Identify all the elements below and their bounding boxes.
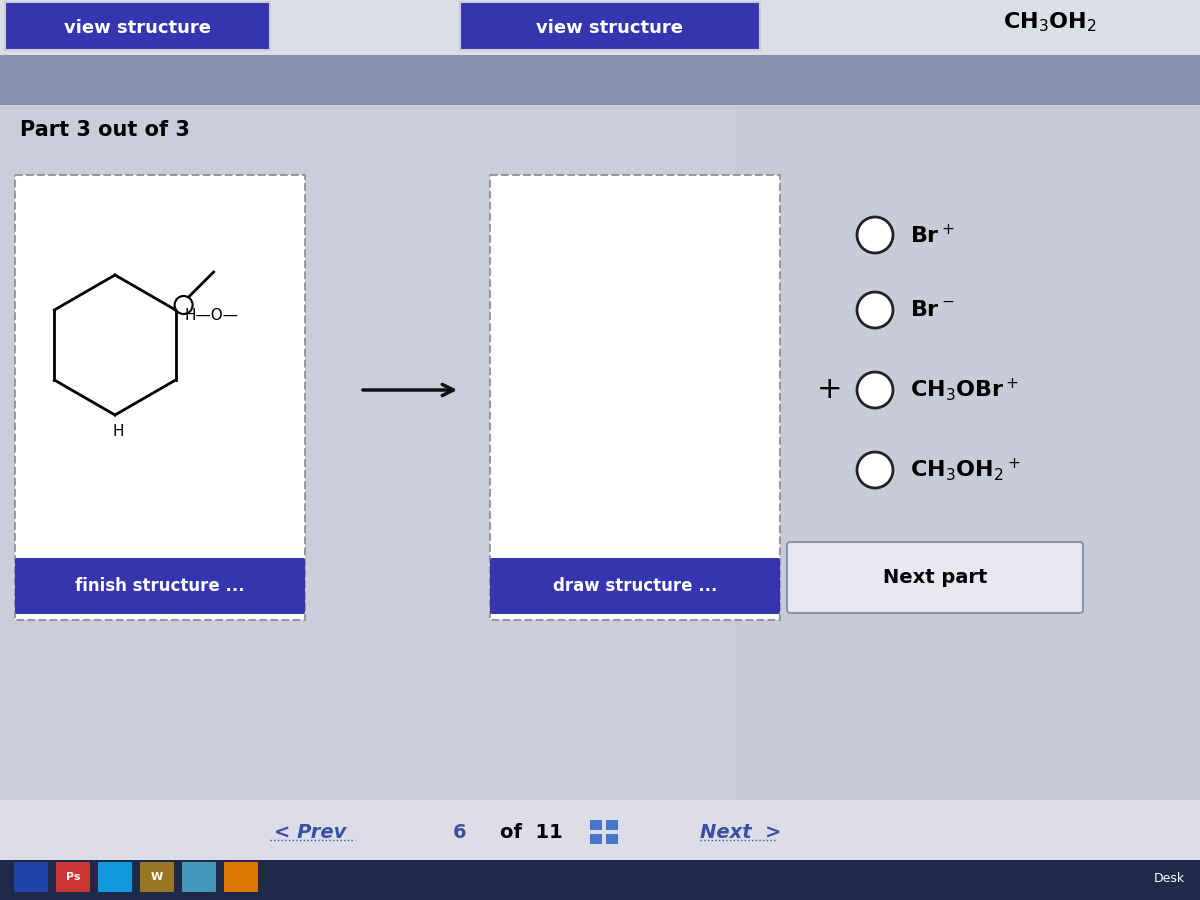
Text: 6: 6 xyxy=(454,823,467,842)
FancyBboxPatch shape xyxy=(490,558,780,614)
FancyBboxPatch shape xyxy=(56,862,90,892)
Text: Desk: Desk xyxy=(1154,871,1186,885)
FancyBboxPatch shape xyxy=(590,834,602,844)
Text: Ps: Ps xyxy=(66,872,80,882)
FancyBboxPatch shape xyxy=(0,105,1200,800)
FancyBboxPatch shape xyxy=(14,558,305,614)
FancyBboxPatch shape xyxy=(590,820,602,830)
Text: Part 3 out of 3: Part 3 out of 3 xyxy=(20,120,190,140)
Circle shape xyxy=(175,296,193,314)
FancyBboxPatch shape xyxy=(0,55,1200,105)
Text: of  11: of 11 xyxy=(500,823,563,842)
Circle shape xyxy=(857,452,893,488)
Text: view structure: view structure xyxy=(536,19,684,37)
FancyBboxPatch shape xyxy=(606,834,618,844)
Circle shape xyxy=(857,217,893,253)
Text: draw structure ...: draw structure ... xyxy=(553,577,718,595)
FancyBboxPatch shape xyxy=(14,175,305,620)
FancyBboxPatch shape xyxy=(98,862,132,892)
FancyBboxPatch shape xyxy=(460,2,760,50)
Circle shape xyxy=(857,292,893,328)
FancyBboxPatch shape xyxy=(140,862,174,892)
FancyBboxPatch shape xyxy=(14,862,48,892)
FancyBboxPatch shape xyxy=(490,175,780,620)
FancyBboxPatch shape xyxy=(787,542,1084,613)
Text: CH$_3$OBr$^+$: CH$_3$OBr$^+$ xyxy=(910,376,1019,403)
Circle shape xyxy=(857,372,893,408)
FancyBboxPatch shape xyxy=(0,0,1200,55)
FancyBboxPatch shape xyxy=(0,860,1200,900)
Text: Br$^-$: Br$^-$ xyxy=(910,300,954,320)
Text: W: W xyxy=(151,872,163,882)
Text: H: H xyxy=(113,425,124,439)
Text: CH$_3$OH$_2$$^+$: CH$_3$OH$_2$$^+$ xyxy=(910,456,1020,483)
FancyBboxPatch shape xyxy=(182,862,216,892)
Text: +: + xyxy=(817,375,842,404)
FancyBboxPatch shape xyxy=(0,800,1200,860)
Text: < Prev: < Prev xyxy=(274,823,346,842)
FancyBboxPatch shape xyxy=(606,820,618,830)
Text: finish structure ...: finish structure ... xyxy=(76,577,245,595)
Text: H—O—: H—O— xyxy=(185,308,239,322)
FancyBboxPatch shape xyxy=(5,2,270,50)
FancyBboxPatch shape xyxy=(0,105,730,800)
Text: Next  >: Next > xyxy=(700,823,781,842)
FancyBboxPatch shape xyxy=(224,862,258,892)
Text: CH$_3$OH$_2$: CH$_3$OH$_2$ xyxy=(1003,10,1097,34)
Text: Next part: Next part xyxy=(883,568,988,587)
Text: Br$^+$: Br$^+$ xyxy=(910,223,954,247)
Text: view structure: view structure xyxy=(64,19,210,37)
